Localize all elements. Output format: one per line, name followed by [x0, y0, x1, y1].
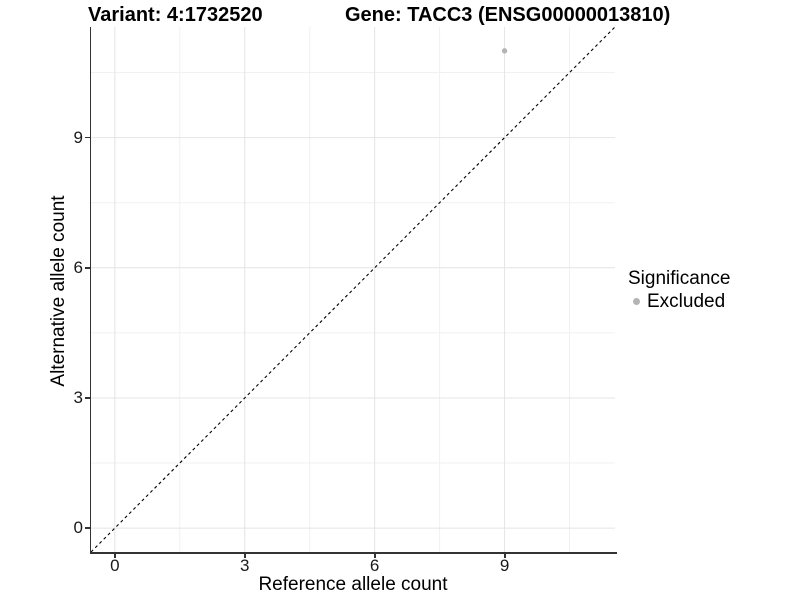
legend: Significance Excluded — [628, 267, 730, 313]
y-tick-label: 6 — [73, 257, 83, 277]
y-tick-label: 3 — [73, 387, 83, 407]
x-axis-line — [89, 552, 617, 554]
legend-key — [628, 293, 645, 310]
y-axis-line — [89, 27, 91, 553]
x-tick-mark — [114, 553, 116, 558]
plot-panel — [91, 27, 615, 552]
y-tick-mark — [84, 136, 90, 139]
legend-items: Excluded — [628, 290, 730, 313]
y-tick-mark — [84, 527, 90, 529]
x-tick-mark — [504, 553, 506, 558]
y-tick-mark — [84, 267, 90, 269]
x-axis-title: Reference allele count — [258, 574, 448, 595]
legend-label: Excluded — [647, 291, 726, 312]
x-tick-label: 3 — [240, 556, 250, 575]
data-point — [501, 48, 508, 54]
plot-title-variant: Variant: 4:1732520 — [88, 4, 263, 26]
legend-key-dot — [633, 298, 640, 305]
legend-title: Significance — [628, 268, 731, 289]
y-tick-label: 0 — [73, 518, 83, 538]
x-tick-label: 9 — [499, 556, 510, 575]
y-axis-title: Alternative allele count — [48, 195, 69, 387]
plot-area-svg — [91, 27, 615, 552]
x-tick-mark — [374, 553, 376, 558]
y-tick-label: 9 — [73, 127, 83, 147]
x-tick-label: 0 — [110, 556, 120, 575]
identity-dashed-line — [91, 27, 615, 552]
y-tick-mark — [84, 397, 90, 399]
legend-item: Excluded — [628, 290, 730, 313]
x-tick-label: 6 — [369, 556, 380, 575]
x-tick-mark — [244, 553, 246, 558]
plot-title-gene: Gene: TACC3 (ENSG00000013810) — [345, 4, 671, 26]
